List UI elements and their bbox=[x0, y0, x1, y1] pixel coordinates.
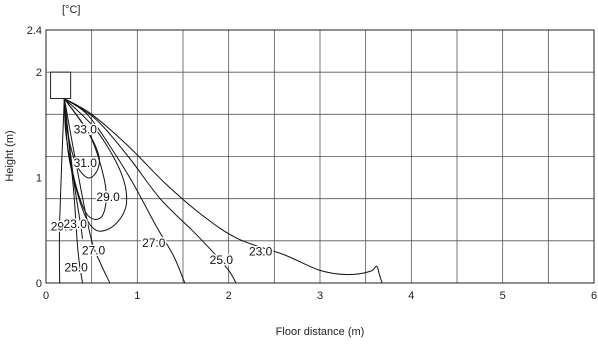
x-tick-label: 2 bbox=[226, 290, 232, 302]
x-tick-label: 5 bbox=[500, 290, 506, 302]
contour-label: 27.0 bbox=[142, 236, 166, 250]
tick-labels: 0 1 2 3 4 5 6 0 1 2 2.4 bbox=[27, 25, 597, 302]
contour-line bbox=[58, 98, 65, 284]
contour-label: 29.0 bbox=[96, 190, 120, 204]
x-tick-label: 4 bbox=[408, 290, 414, 302]
y-axis-label: Height (m) bbox=[4, 130, 16, 181]
axes bbox=[45, 29, 595, 284]
x-tick-label: 1 bbox=[134, 290, 140, 302]
contour-label: 31.0 bbox=[74, 156, 98, 170]
contour-label: 29.0 bbox=[51, 219, 75, 233]
contour-line bbox=[63, 98, 83, 284]
contour-lines bbox=[58, 98, 383, 284]
contour-label: 23.0 bbox=[249, 245, 273, 259]
outlet-group bbox=[50, 71, 72, 100]
air-outlet bbox=[50, 71, 72, 100]
contour-line bbox=[63, 98, 111, 284]
contour-label: 25.0 bbox=[210, 253, 234, 267]
x-tick-label: 3 bbox=[317, 290, 323, 302]
contour-label: 23.0 bbox=[64, 217, 88, 231]
contour-line bbox=[64, 98, 186, 284]
x-axis-label: Floor distance (m) bbox=[276, 326, 365, 338]
plot-frame bbox=[45, 29, 595, 284]
contour-line bbox=[64, 98, 237, 284]
contour-label: 33.0 bbox=[74, 122, 98, 136]
contour-label: 27.0 bbox=[82, 244, 106, 258]
y-tick-label: 2 bbox=[36, 67, 42, 79]
x-tick-label: 6 bbox=[591, 290, 597, 302]
contour-line bbox=[64, 98, 383, 284]
grid-lines bbox=[46, 30, 594, 283]
unit-label: [°C] bbox=[62, 4, 80, 16]
y-tick-label: 1 bbox=[36, 173, 42, 185]
contour-labels: 33.0 31.0 29.0 29.0 27.0 27.0 25.0 25.0 23.0 23.0 bbox=[49, 121, 274, 276]
y-tick-label: 0 bbox=[36, 278, 42, 290]
contour-label: 25.0 bbox=[64, 260, 88, 274]
x-tick-label: 0 bbox=[43, 290, 49, 302]
y-tick-label: 2.4 bbox=[27, 25, 42, 37]
